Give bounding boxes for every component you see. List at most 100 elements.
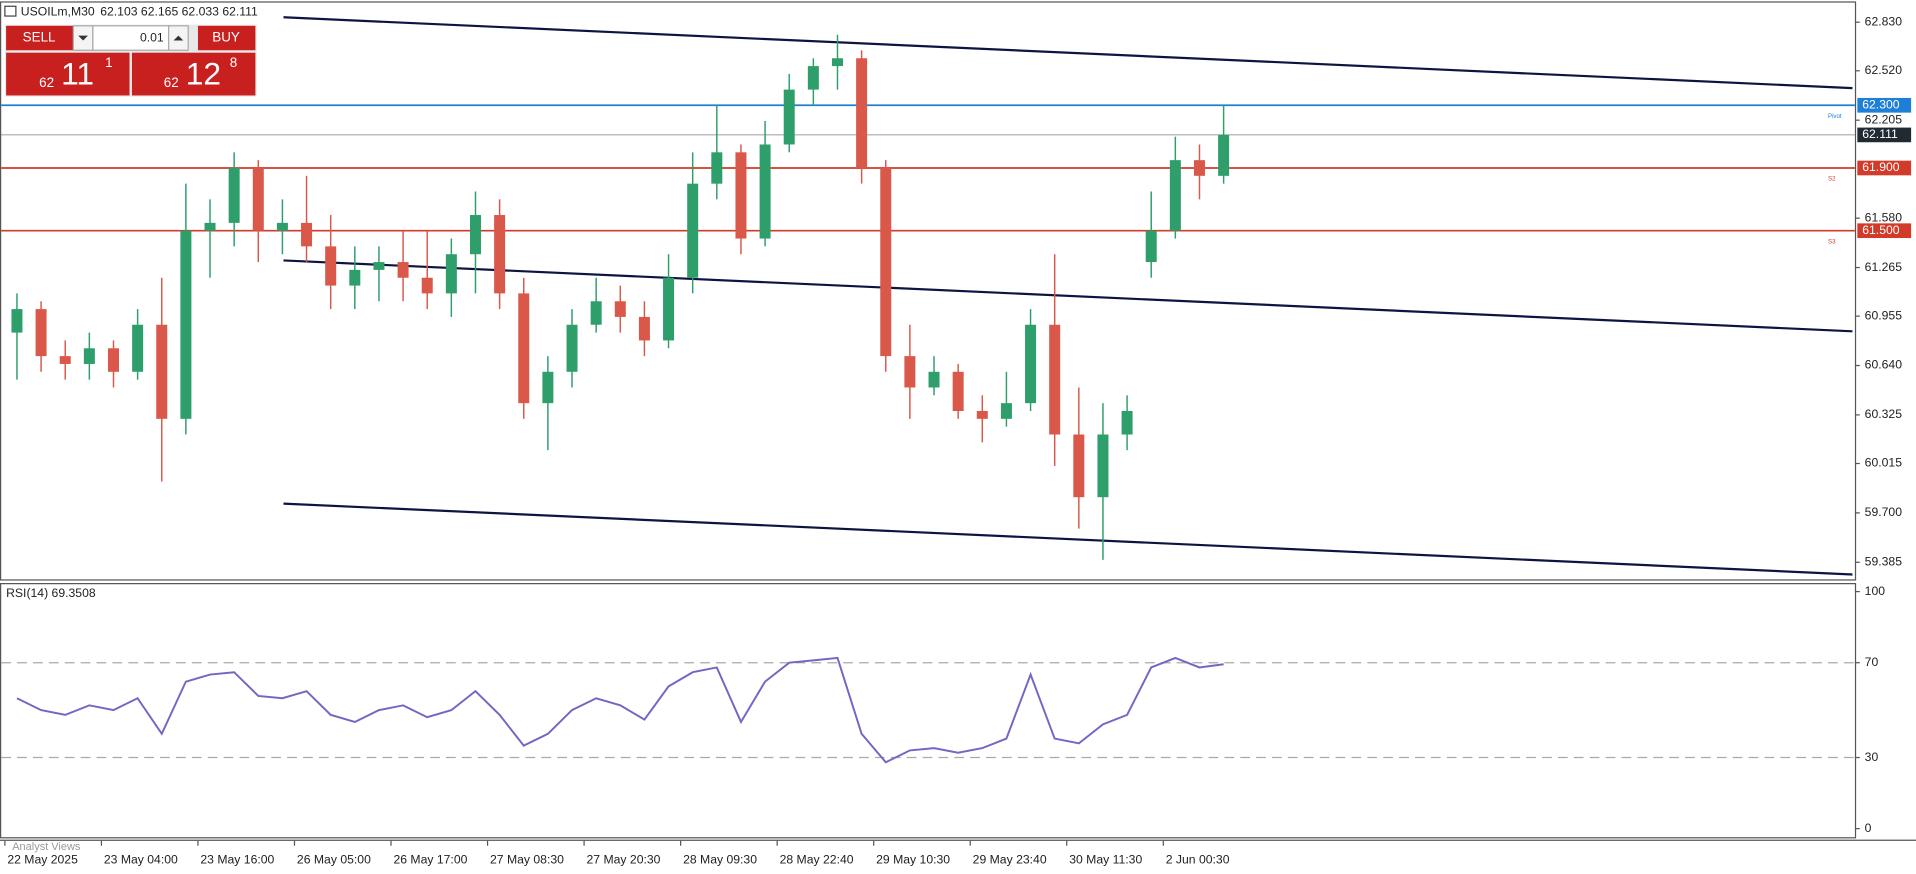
x-tick-label: 28 May 09:30 — [683, 853, 757, 867]
candle-body — [1121, 410, 1133, 435]
candle-body — [156, 324, 168, 419]
candle-body — [1193, 160, 1205, 176]
candle-body — [228, 167, 240, 223]
x-tick-label: 23 May 04:00 — [104, 853, 178, 867]
level-label-box — [1857, 223, 1912, 239]
candle-body — [445, 254, 457, 294]
y-tick-label: 60.015 — [1865, 456, 1903, 470]
candle-body — [904, 356, 916, 388]
buy-price-suffix: 8 — [230, 55, 237, 70]
y-tick-label: 61.265 — [1865, 260, 1903, 274]
y-tick-label: 70 — [1865, 655, 1879, 669]
buy-price-main: 12 — [186, 55, 221, 91]
candle-body — [759, 144, 771, 239]
candle-body — [494, 215, 506, 294]
y-tick-label: 61.580 — [1865, 210, 1903, 224]
candle-body — [301, 222, 313, 247]
candle-body — [928, 371, 940, 388]
candle-body — [349, 269, 361, 286]
y-tick-label: 60.640 — [1865, 358, 1903, 372]
candle-body — [807, 66, 819, 90]
candle-body — [83, 348, 95, 364]
candle-body — [373, 262, 385, 270]
candle-body — [35, 309, 47, 357]
trend-line — [283, 16, 1853, 90]
candle-body — [783, 89, 795, 145]
y-tick-label: 60.955 — [1865, 308, 1903, 322]
candle-body — [663, 277, 675, 341]
rsi-line — [16, 656, 1224, 764]
candle-body — [687, 183, 699, 278]
candle-body — [107, 348, 119, 372]
candle-body — [976, 410, 988, 419]
candle-body — [590, 301, 602, 325]
price-panel — [0, 1, 1857, 581]
candle-body — [1025, 324, 1037, 404]
candle-body — [1000, 403, 1012, 419]
sell-price-main: 11 — [61, 55, 94, 91]
y-tick-label: 62.830 — [1865, 14, 1903, 28]
candle-body — [276, 222, 288, 231]
analyst-views-tab[interactable]: Analyst Views — [12, 841, 81, 853]
buy-button[interactable] — [197, 25, 256, 51]
symbol: USOILm,M30 — [21, 5, 95, 19]
candle-body — [1073, 434, 1085, 498]
candle-body — [421, 277, 433, 294]
x-tick-label: 27 May 20:30 — [587, 853, 661, 867]
x-tick-label: 27 May 08:30 — [490, 853, 564, 867]
candle-body — [638, 316, 650, 341]
level-label-box — [1857, 97, 1912, 113]
sell-price-suffix: 1 — [105, 55, 112, 70]
plot-layer: 62.830 62.520 62.205 61.580 61.265 60.955 60.6… — [1, 14, 1912, 867]
candle-body — [325, 246, 337, 286]
level-label: 62.111 — [1862, 127, 1898, 141]
x-tick-label: 26 May 17:00 — [393, 853, 467, 867]
candle-body — [542, 371, 554, 404]
volume: 0.01 — [140, 30, 164, 44]
sell-label[interactable]: SELL — [23, 30, 56, 45]
trend-line — [283, 502, 1853, 576]
candle-body — [180, 230, 192, 419]
sell-price-prefix: 62 — [39, 75, 54, 90]
candle-body — [132, 324, 144, 372]
candle-body — [856, 58, 868, 168]
x-tick-label: 26 May 05:00 — [297, 853, 371, 867]
y-tick-label: 59.700 — [1865, 505, 1903, 519]
x-tick-label: 23 May 16:00 — [200, 853, 274, 867]
level-label-box — [1857, 127, 1912, 143]
x-tick-label: 2 Jun 00:30 — [1166, 853, 1230, 867]
candle-body — [469, 215, 481, 255]
candle-body — [11, 309, 23, 333]
rsi-panel — [0, 583, 1857, 839]
sell-price-box[interactable] — [6, 52, 130, 96]
down-arrow — [78, 35, 88, 41]
x-tick-label: 29 May 10:30 — [876, 853, 950, 867]
y-tick-label: 62.205 — [1865, 112, 1903, 126]
candle-body — [566, 324, 578, 372]
x-tick-label: 22 May 2025 — [7, 853, 78, 867]
buy-price-box[interactable] — [131, 52, 256, 96]
candle-body — [952, 371, 964, 411]
candle-body — [518, 293, 530, 404]
candle-body — [397, 262, 409, 278]
candle-body — [1145, 230, 1157, 263]
trend-line — [283, 259, 1853, 333]
symbol-icon — [4, 5, 17, 17]
y-tick-label: 62.520 — [1865, 63, 1903, 77]
candle-body — [1169, 160, 1181, 231]
y-tick-label: 0 — [1865, 821, 1872, 835]
sell-button[interactable] — [6, 25, 74, 51]
candle-body — [1049, 324, 1061, 435]
x-tick-label: 29 May 23:40 — [973, 853, 1047, 867]
y-tick-label: 100 — [1865, 584, 1886, 598]
level-tag: S2 — [1828, 176, 1836, 183]
candle-body — [614, 301, 626, 317]
level-label-box — [1857, 160, 1912, 176]
indicator-title: RSI(14) 69.3508 — [6, 586, 96, 600]
candle-body — [204, 222, 216, 231]
y-tick-label: 30 — [1865, 750, 1879, 764]
buy-label[interactable]: BUY — [212, 30, 240, 45]
level-label: 61.900 — [1862, 160, 1900, 174]
